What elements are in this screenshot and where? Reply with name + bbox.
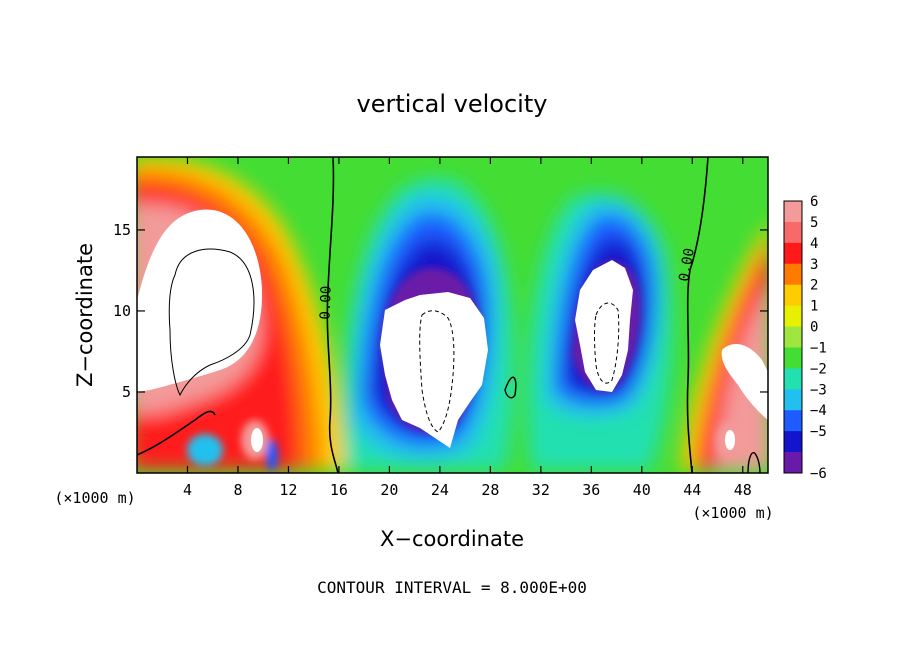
colorbar-label: −3: [810, 382, 827, 398]
contour-lines: [137, 157, 761, 473]
colorbar-swatch: [784, 410, 802, 432]
contour-label-left: 0.00: [318, 286, 335, 320]
colorbar-label: −6: [810, 466, 827, 482]
colorbar-swatch: [784, 242, 802, 265]
saturated-updraft-left: [137, 209, 263, 392]
x-units-left: (×1000 m): [54, 489, 135, 507]
colorbar-label: 3: [810, 257, 818, 273]
colorbar: 6 5 4 3 2 1 0 −1 −2 −3 −4 −5 −6: [783, 194, 827, 482]
contour-label-right: 0.00: [676, 247, 698, 283]
colorbar-swatch: [784, 284, 802, 307]
low-contour-left: [137, 410, 216, 456]
x-tick-label: 8: [233, 481, 242, 499]
saturated-downdraft-2: [575, 260, 633, 392]
x-tick-label: 16: [330, 481, 348, 499]
colorbar-label: −5: [810, 424, 827, 440]
x-tick-label: 36: [582, 481, 600, 499]
zero-contour-right: [686, 157, 709, 473]
field-area: [137, 157, 768, 473]
x-axis: 4 8 12 16 20 24 28 32 36 40 44 48: [183, 157, 752, 499]
colorbar-label: 2: [810, 278, 818, 294]
colorbar-swatch: [784, 221, 802, 244]
contour-interval-note: CONTOUR INTERVAL = 8.000E+00: [317, 578, 587, 597]
y-tick-label: 10: [113, 302, 131, 320]
y-axis-label: Z−coordinate: [73, 243, 97, 387]
colorbar-label: 1: [810, 299, 818, 315]
x-tick-label: 12: [279, 481, 297, 499]
colorbar-swatch: [784, 389, 802, 411]
saturated-cell-b: [725, 430, 735, 450]
saturated-cell-a: [251, 428, 263, 452]
colorbar-label: 4: [810, 236, 818, 252]
x-tick-label: 40: [633, 481, 651, 499]
x-tick-label: 28: [481, 481, 499, 499]
x-tick-label: 32: [532, 481, 550, 499]
x-tick-label: 48: [734, 481, 752, 499]
colorbar-swatch: [784, 347, 802, 369]
saturated-downdraft-1: [380, 292, 488, 448]
x-tick-label: 20: [380, 481, 398, 499]
y-tick-label: 5: [122, 383, 131, 401]
x-axis-label: X−coordinate: [380, 527, 524, 551]
positive-contour-left: [168, 248, 255, 397]
colorbar-label: −2: [810, 361, 827, 377]
colorbar-label: −4: [810, 403, 827, 419]
y-axis: 5 10 15: [113, 221, 768, 401]
colorbar-swatch: [784, 368, 802, 390]
zero-contour-left: [326, 157, 339, 473]
negative-contour-2: [594, 302, 620, 384]
x-tick-label: 4: [183, 481, 192, 499]
y-tick-label: 15: [113, 221, 131, 239]
colorbar-frame: [783, 200, 803, 474]
colorbar-swatch: [784, 452, 802, 474]
plot-frame: [136, 156, 769, 474]
colorbar-swatch: [784, 305, 802, 328]
x-tick-label: 44: [683, 481, 701, 499]
colorbar-label: −1: [810, 340, 827, 356]
colorbar-label: 5: [810, 215, 818, 231]
x-tick-label: 24: [431, 481, 449, 499]
negative-contour-1: [419, 310, 455, 433]
colorbar-swatch: [784, 431, 802, 453]
colorbar-label: 6: [810, 194, 818, 210]
chart-title: vertical velocity: [357, 90, 548, 118]
small-contour-mid: [504, 376, 517, 399]
colorbar-swatch: [784, 263, 802, 286]
colorbar-swatch: [784, 326, 802, 348]
x-units-right: (×1000 m): [692, 504, 773, 522]
saturated-updraft-right: [721, 344, 768, 420]
colorbar-swatch: [784, 201, 802, 223]
low-contour-right: [747, 452, 761, 473]
colorbar-label: 0: [810, 320, 818, 336]
